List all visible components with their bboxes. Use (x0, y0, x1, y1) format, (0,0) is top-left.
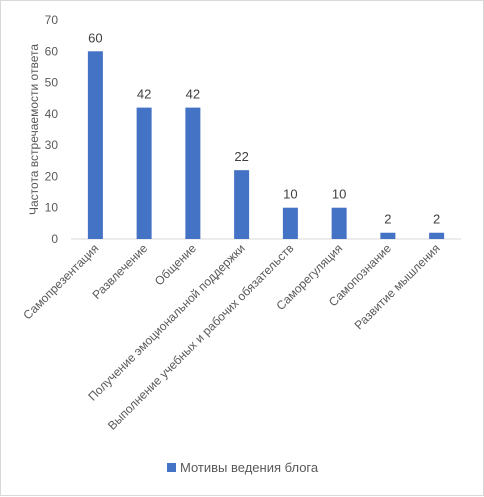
bar (234, 170, 250, 239)
y-axis-title: Частота встречаемости ответа (27, 44, 41, 215)
bar (380, 232, 396, 239)
y-tick-label: 30 (45, 138, 59, 152)
data-label: 42 (137, 87, 151, 102)
x-tick-label: Выполнение учебных и рабочих обязательст… (105, 241, 297, 433)
x-tick-label: Развитие мышления (352, 241, 443, 332)
bar (136, 107, 152, 239)
y-tick-label: 60 (45, 44, 59, 58)
bar (87, 51, 103, 240)
data-label: 2 (433, 212, 440, 227)
data-label: 10 (332, 187, 346, 202)
data-label: 42 (186, 87, 200, 102)
bar (282, 207, 298, 239)
legend-label: Мотивы ведения блога (180, 460, 319, 475)
y-tick-label: 40 (45, 107, 59, 121)
y-tick-label: 20 (45, 169, 59, 183)
data-label: 2 (384, 212, 391, 227)
bar (429, 232, 445, 239)
data-label: 60 (88, 30, 102, 45)
bars (87, 51, 445, 240)
y-axis-ticks: 0 10 20 30 40 50 60 70 (45, 13, 59, 246)
x-tick-label: Общение (152, 241, 199, 288)
y-tick-label: 50 (45, 76, 59, 90)
y-tick-label: 0 (51, 232, 58, 246)
legend: Мотивы ведения блога (167, 460, 319, 475)
legend-swatch (167, 463, 176, 472)
bar (331, 207, 347, 239)
y-tick-label: 10 (45, 201, 59, 215)
data-label: 10 (283, 187, 297, 202)
data-label: 22 (234, 149, 248, 164)
y-tick-label: 70 (45, 13, 59, 27)
bar (185, 107, 201, 239)
x-tick-label: Самопрезентация (20, 241, 101, 322)
